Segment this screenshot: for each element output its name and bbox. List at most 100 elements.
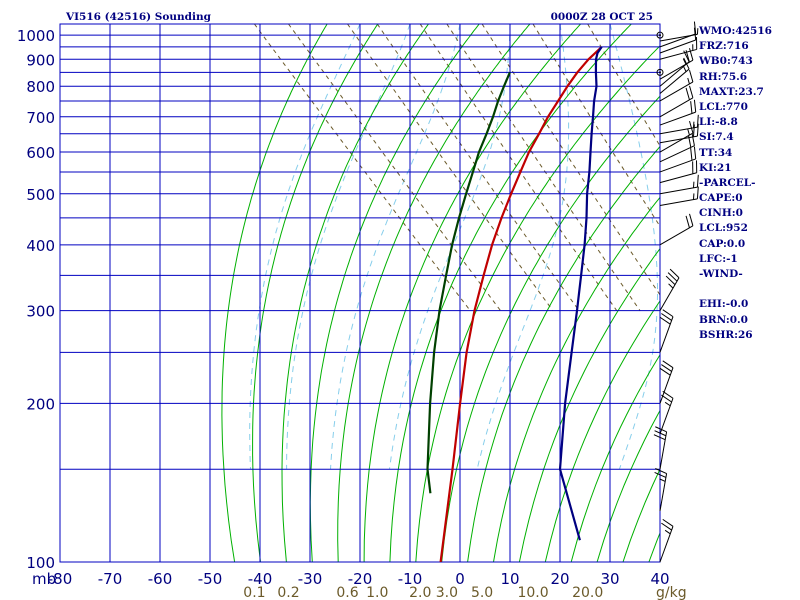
mixing-ratio-line [347,24,554,311]
wind-barb [659,518,674,563]
wind-barb [659,99,697,126]
mixing-ratio-label: 1.0 [366,585,388,600]
wind-barb [653,426,668,470]
dry-adiabat-line [309,24,480,562]
index-line: CAPE:0 [699,192,743,205]
temperature-tick-label: 0 [455,570,465,588]
wind-barb-column [653,21,699,563]
index-line: MAXT:23.7 [699,85,764,98]
index-line [699,282,799,297]
temperature-trace [558,46,603,541]
station-title: VI516 (42516) Sounding [65,11,212,23]
pressure-tick-label: 900 [26,51,55,69]
wind-barb [659,27,697,54]
pressure-tick-label: 800 [26,78,55,96]
dry-adiabat-line [415,45,660,562]
dewpoint-trace [426,71,511,494]
wind-barb [659,390,674,435]
index-line: LFC:-1 [699,252,738,265]
index-line: TT:34 [699,146,733,159]
pressure-tick-label: 300 [26,303,55,321]
index-line: CAP:0.0 [699,237,746,250]
wind-barb [659,146,697,173]
wind-barb [656,31,664,39]
temperature-tick-label: -60 [148,570,173,588]
wind-barb [659,174,699,195]
wind-barb [659,50,690,87]
dry-adiabat-line [544,300,660,562]
mixing-ratio-line [419,24,618,311]
wind-barb [659,121,694,153]
index-line: BSHR:26 [699,328,753,341]
mixing-ratio-label: 5.0 [471,585,493,600]
index-line: FRZ:716 [699,40,749,53]
isotherms [59,24,661,562]
wind-barb [659,160,698,184]
dry-adiabat-line [281,24,429,562]
wind-barb [656,68,664,76]
valid-time: 0000Z 28 OCT 25 [551,11,653,23]
pressure-tick-label: 700 [26,109,55,127]
mixing-ratio-label: 0.1 [243,585,265,600]
dry-adiabat-line [221,24,328,562]
temperature-tick-label: 10 [500,570,519,588]
index-line: WMO:42516 [699,25,772,37]
dry-adiabat-line [252,24,379,562]
temperature-tick-label: -40 [248,570,273,588]
sounding-profiles [426,46,603,562]
pressure-tick-label: 600 [26,144,55,162]
wind-barb [659,360,674,404]
wind-barb [659,268,680,311]
mixing-ratio-label: 2.0 [409,585,431,600]
mixing-ratio-label: 0.2 [277,585,299,600]
wind-barb [654,468,668,512]
temperature-tick-label: -80 [48,570,73,588]
dry-adiabat-line [518,247,660,562]
index-line: LI:-8.8 [699,116,738,129]
mixing-ratio-label: 0.6 [336,585,358,600]
index-line: -PARCEL- [699,176,756,189]
index-line: SI:7.4 [699,131,734,144]
mixing-ratio-label: 20.0 [572,585,603,600]
mixing-ratio-label: 10.0 [517,585,548,600]
pressure-tick-label: 200 [26,395,55,413]
pressure-tick-label: 100 [26,554,55,572]
pressure-tick-label: 500 [26,186,55,204]
temperature-tick-label: -50 [198,570,223,588]
mixing-ratio-unit: g/kg [656,585,687,600]
wind-barb [659,213,694,246]
dry-adiabat-line [441,95,660,562]
wind-barb [659,133,695,163]
indices-panel: WMO:42516 FRZ:716 WB0:743 RH:75.6 MAXT:23.7 L… [699,24,799,343]
mixing-ratio-line [532,24,660,228]
index-line: LCL:952 [699,222,748,235]
parcel-trace [439,46,603,562]
wind-barb [659,85,694,118]
wind-barb [659,57,690,94]
wind-barb [659,186,699,206]
temperature-tick-label: 40 [650,570,669,588]
index-line: -WIND- [699,268,743,280]
index-line: KI:21 [699,161,732,174]
temperature-tick-label: -20 [348,570,373,588]
wind-barb [659,69,694,102]
wind-barb [659,123,699,144]
index-line: LCL:770 [699,100,748,113]
index-line: BRN:0.0 [699,313,748,326]
mixing-ratio-line [376,24,580,311]
wind-barb [659,309,674,353]
mixing-ratio-label: 3.0 [436,585,458,600]
index-line: RH:75.6 [699,70,748,83]
index-line: CINH:0 [699,207,743,220]
mixing-ratio-line [481,24,660,296]
temperature-tick-label: -30 [298,570,323,588]
index-line: WB0:743 [699,55,753,68]
pressure-tick-label: 1000 [17,27,55,45]
pressure-unit-label: mb [32,570,56,588]
temperature-tick-label: -70 [98,570,123,588]
pressure-tick-label: 400 [26,237,55,255]
dry-adiabat-line [467,145,660,562]
temperature-tick-label: 30 [600,570,619,588]
index-line: EHI:-0.0 [699,298,749,311]
